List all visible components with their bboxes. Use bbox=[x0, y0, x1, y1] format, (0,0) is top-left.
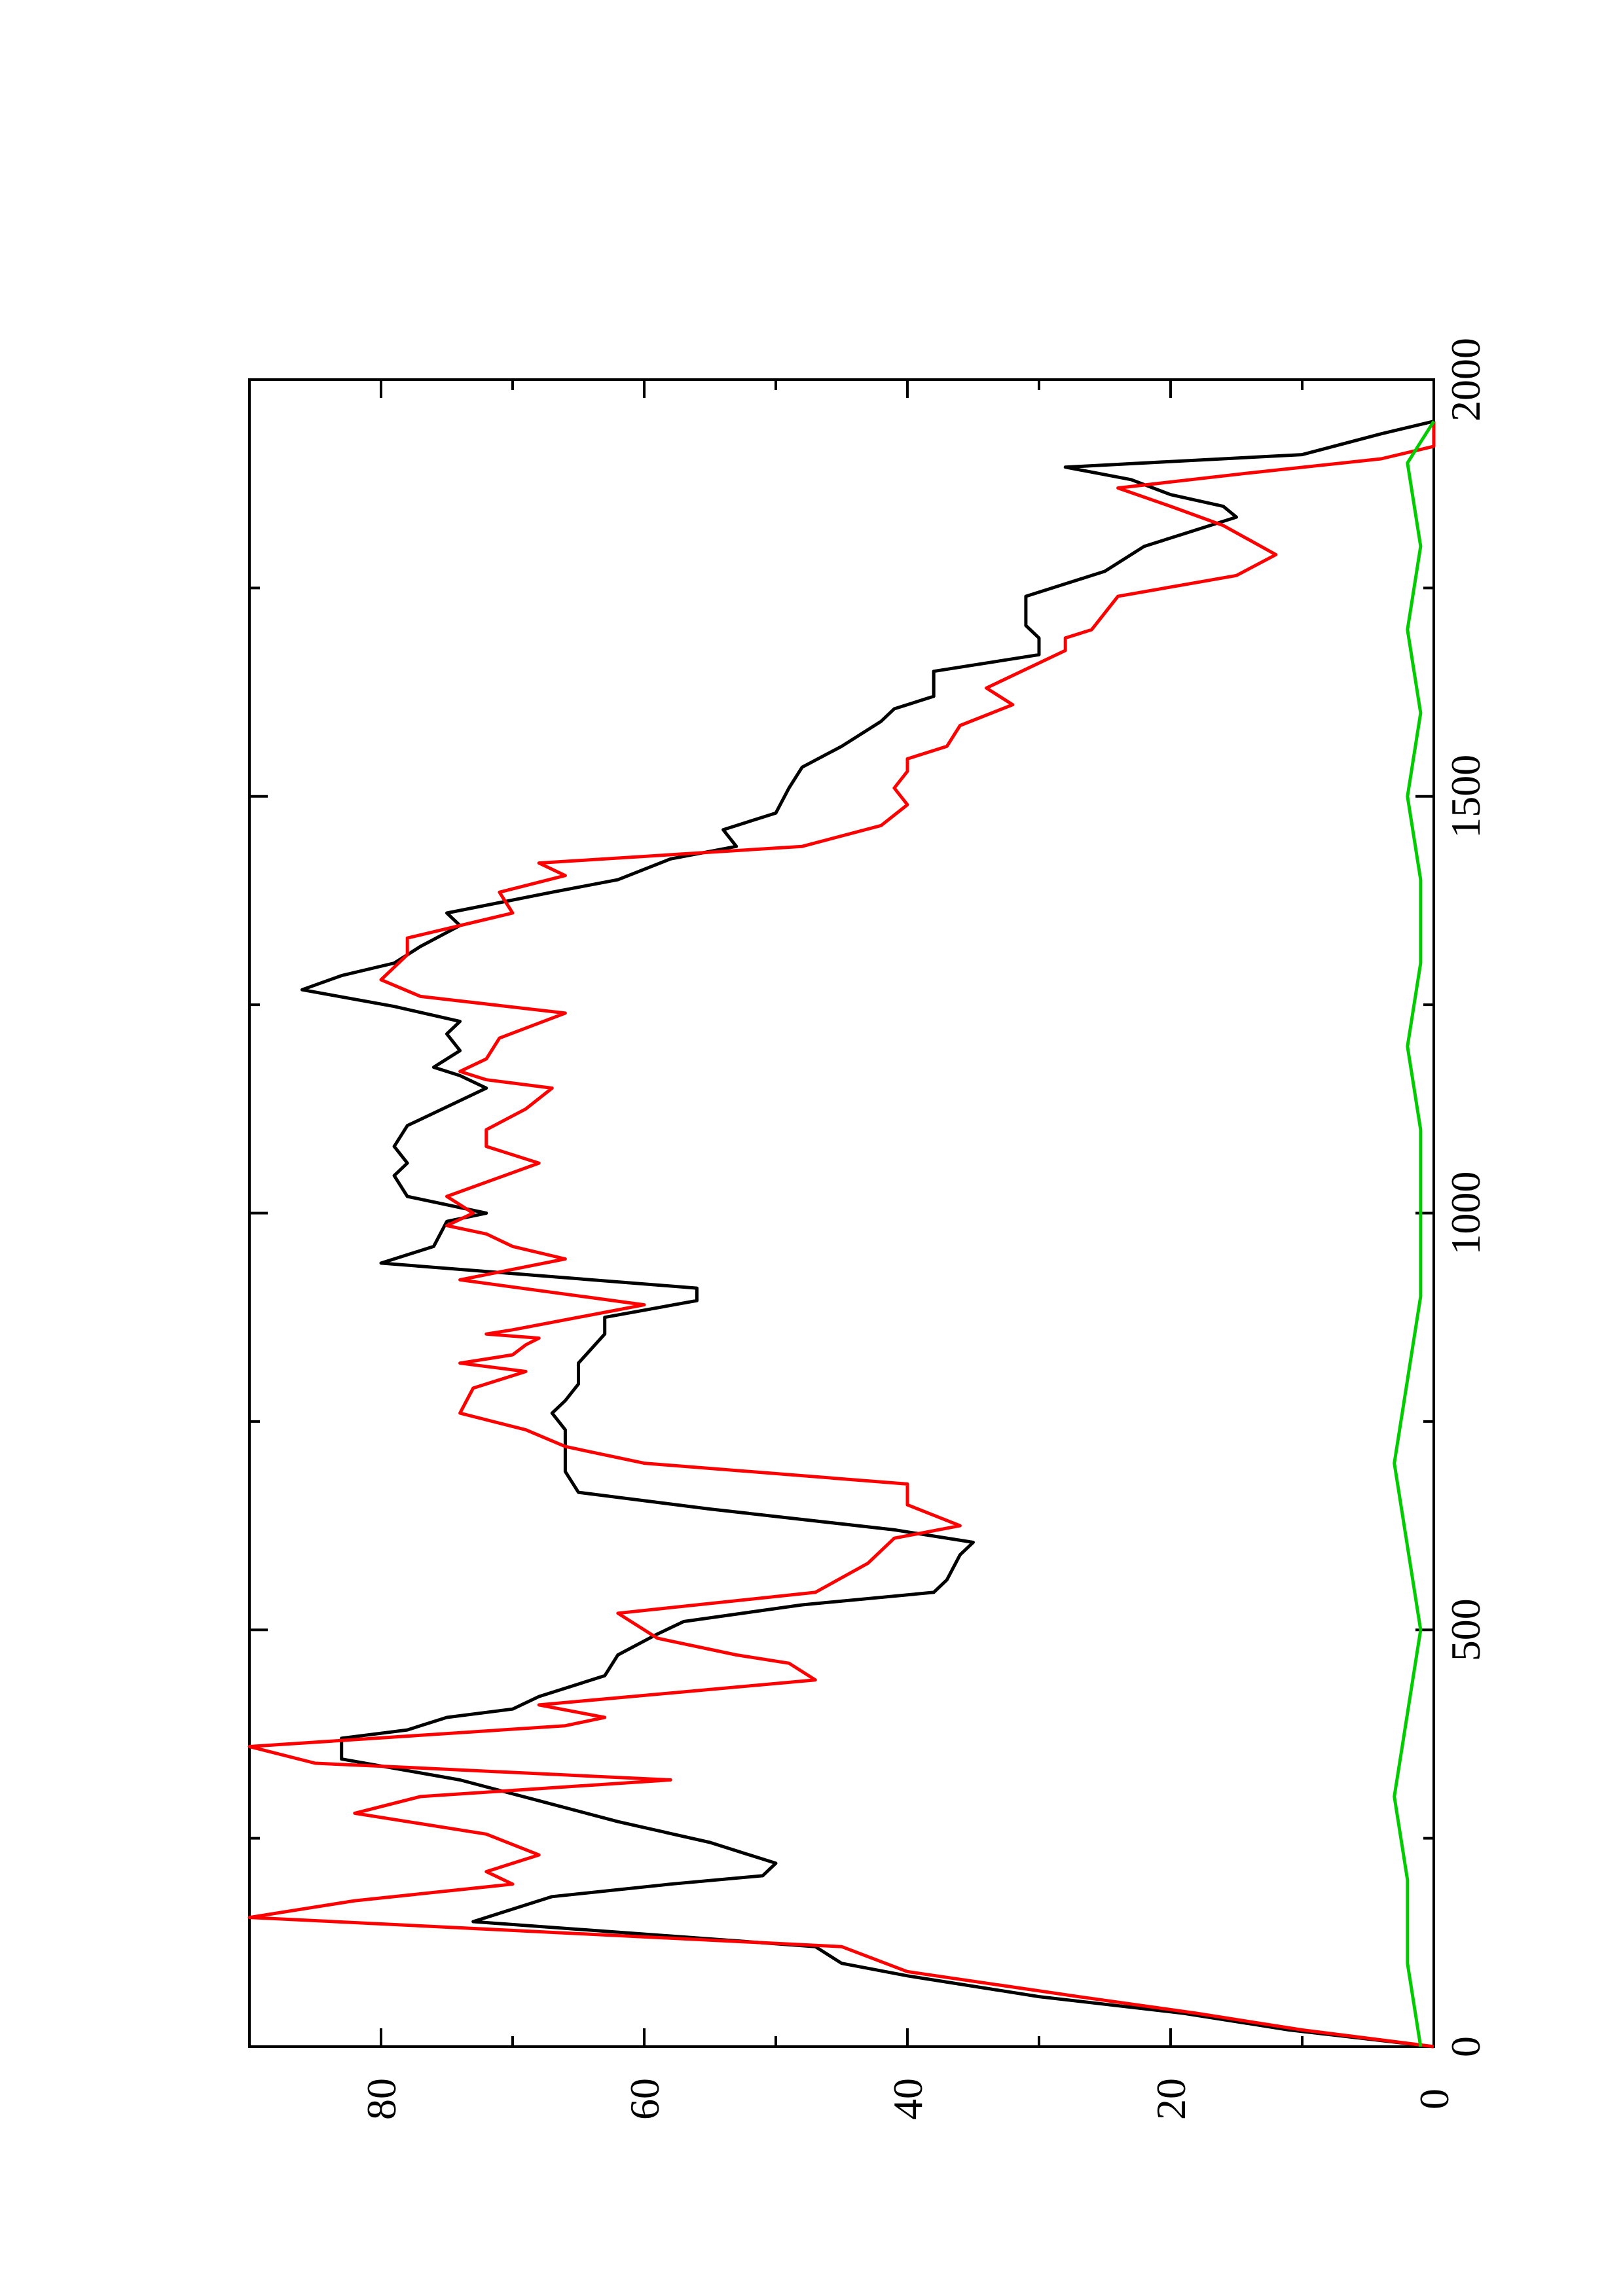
y-tick-labels: 0 20 40 60 80 bbox=[358, 2078, 1457, 2120]
y-tick-label: 0 bbox=[1411, 2089, 1457, 2109]
y-tick-label: 80 bbox=[358, 2078, 405, 2120]
x-tick-label: 0 bbox=[1442, 2036, 1489, 2057]
series-black-line bbox=[300, 420, 1434, 2049]
y-tick-label: 20 bbox=[1148, 2078, 1194, 2120]
y-tick-label: 40 bbox=[884, 2078, 931, 2120]
x-tick-label: 1000 bbox=[1442, 1172, 1489, 1255]
series-green-line bbox=[1393, 420, 1436, 2047]
tick-marks bbox=[248, 378, 1435, 2048]
x-tick-label: 1500 bbox=[1442, 755, 1489, 838]
y-tick-label: 60 bbox=[621, 2078, 668, 2120]
series-red-line bbox=[247, 421, 1436, 2049]
x-tick-label: 2000 bbox=[1442, 338, 1489, 422]
x-tick-labels: 0 500 1000 1500 2000 bbox=[1442, 338, 1489, 2057]
x-tick-label: 500 bbox=[1442, 1598, 1489, 1661]
series-group bbox=[247, 420, 1436, 2049]
